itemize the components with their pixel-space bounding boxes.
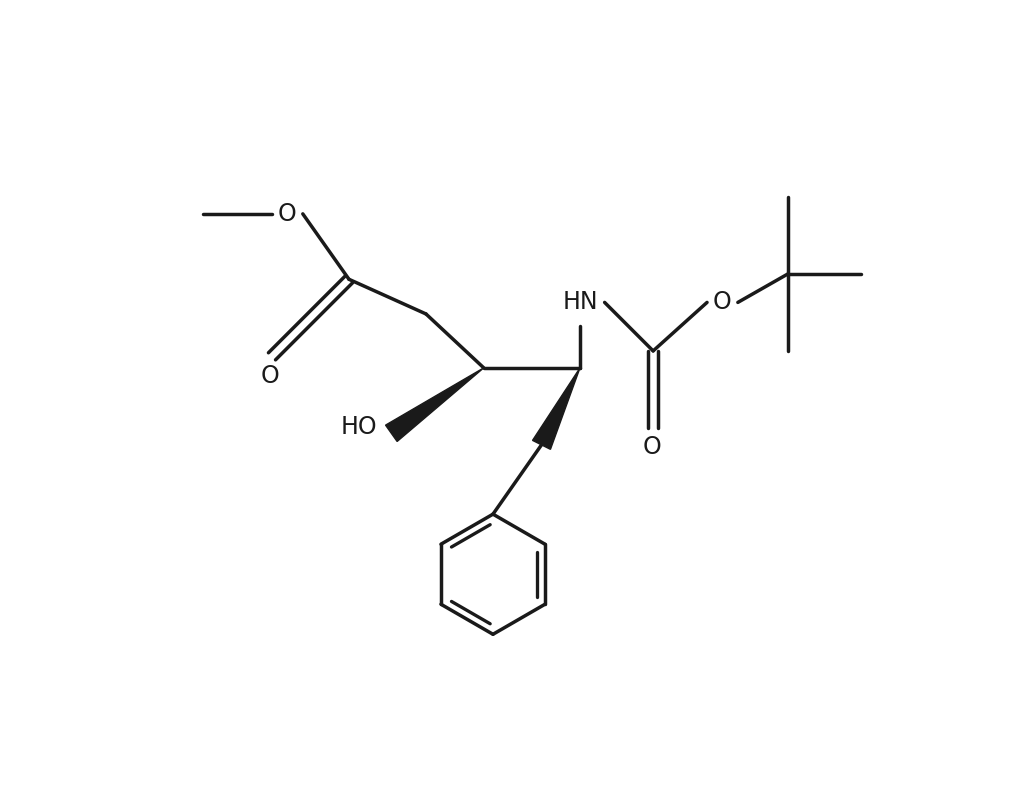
Text: HO: HO [340, 415, 377, 439]
Polygon shape [385, 368, 484, 441]
Text: O: O [278, 202, 297, 225]
Text: O: O [713, 291, 732, 314]
Text: O: O [642, 435, 661, 459]
Text: HN: HN [562, 291, 597, 314]
Polygon shape [532, 368, 580, 449]
Text: O: O [261, 364, 279, 387]
